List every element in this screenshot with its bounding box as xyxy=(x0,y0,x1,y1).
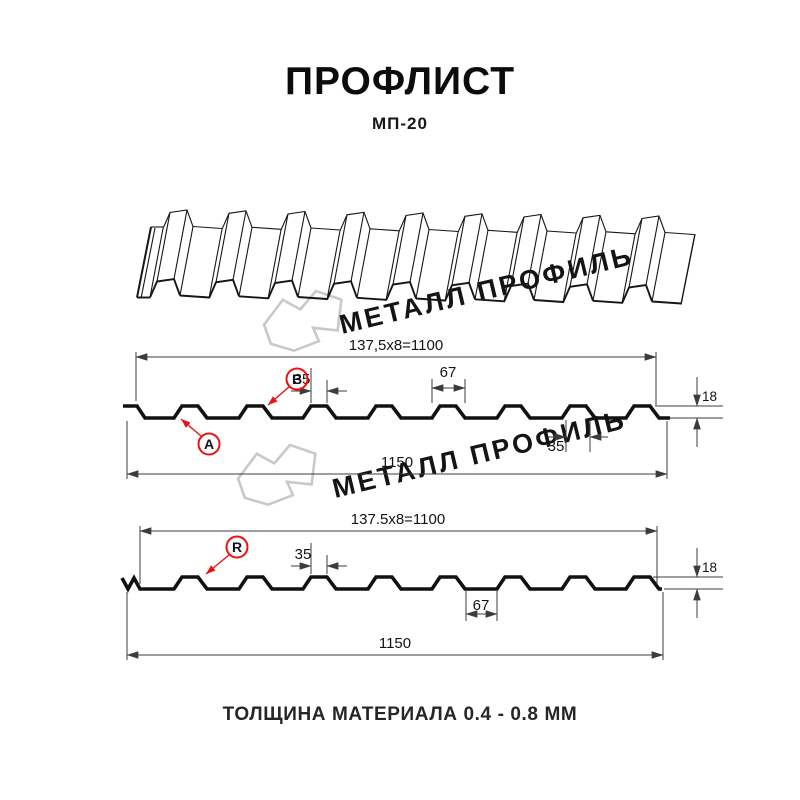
callout-b-label: B xyxy=(292,371,302,387)
dim-pitch-formula-top: 137,5x8=1100 xyxy=(349,337,443,354)
cross-section-r: 137.5x8=1100 35 18 67 1150 R xyxy=(120,511,723,660)
callout-a-circle xyxy=(197,432,221,456)
dim-crest-width: 35 xyxy=(295,546,312,563)
profile-model: МП-20 xyxy=(372,114,428,133)
callout-b: B xyxy=(267,367,309,406)
dim-overall-width: 1150 xyxy=(381,454,413,471)
metall-profil-logo xyxy=(233,440,323,510)
dim-pitch-formula-bottom: 137.5x8=1100 xyxy=(351,511,445,528)
callout-b-circle xyxy=(285,367,309,391)
sheet-3d-view xyxy=(136,209,696,305)
dim-crest-base-width: 67 xyxy=(440,364,457,381)
dim-valley-width: 67 xyxy=(473,597,490,614)
watermark-lower: МЕТАЛЛ ПРОФИЛЬ xyxy=(233,404,629,510)
dim-height: 18 xyxy=(702,389,717,404)
callout-a: A xyxy=(180,418,221,456)
dim-bottom-gap-width: 35 xyxy=(548,438,565,455)
callout-r-label: R xyxy=(232,539,242,555)
dim-overall-width: 1150 xyxy=(379,635,411,652)
profile-outline xyxy=(123,404,670,420)
page-title: ПРОФЛИСТ xyxy=(284,60,516,103)
callout-r-circle xyxy=(225,535,249,559)
profile-outline xyxy=(120,574,662,593)
callout-r: R xyxy=(205,535,249,575)
dim-height: 18 xyxy=(702,560,717,575)
material-thickness-note: ТОЛЩИНА МАТЕРИАЛА 0.4 - 0.8 ММ xyxy=(222,704,578,725)
watermark-text: МЕТАЛЛ ПРОФИЛЬ xyxy=(336,240,636,340)
cross-section-a-b: 137,5x8=1100 35 67 18 35 1150 B A xyxy=(123,337,723,479)
watermark-upper: МЕТАЛЛ ПРОФИЛЬ xyxy=(259,240,636,356)
callout-a-label: A xyxy=(204,436,214,452)
